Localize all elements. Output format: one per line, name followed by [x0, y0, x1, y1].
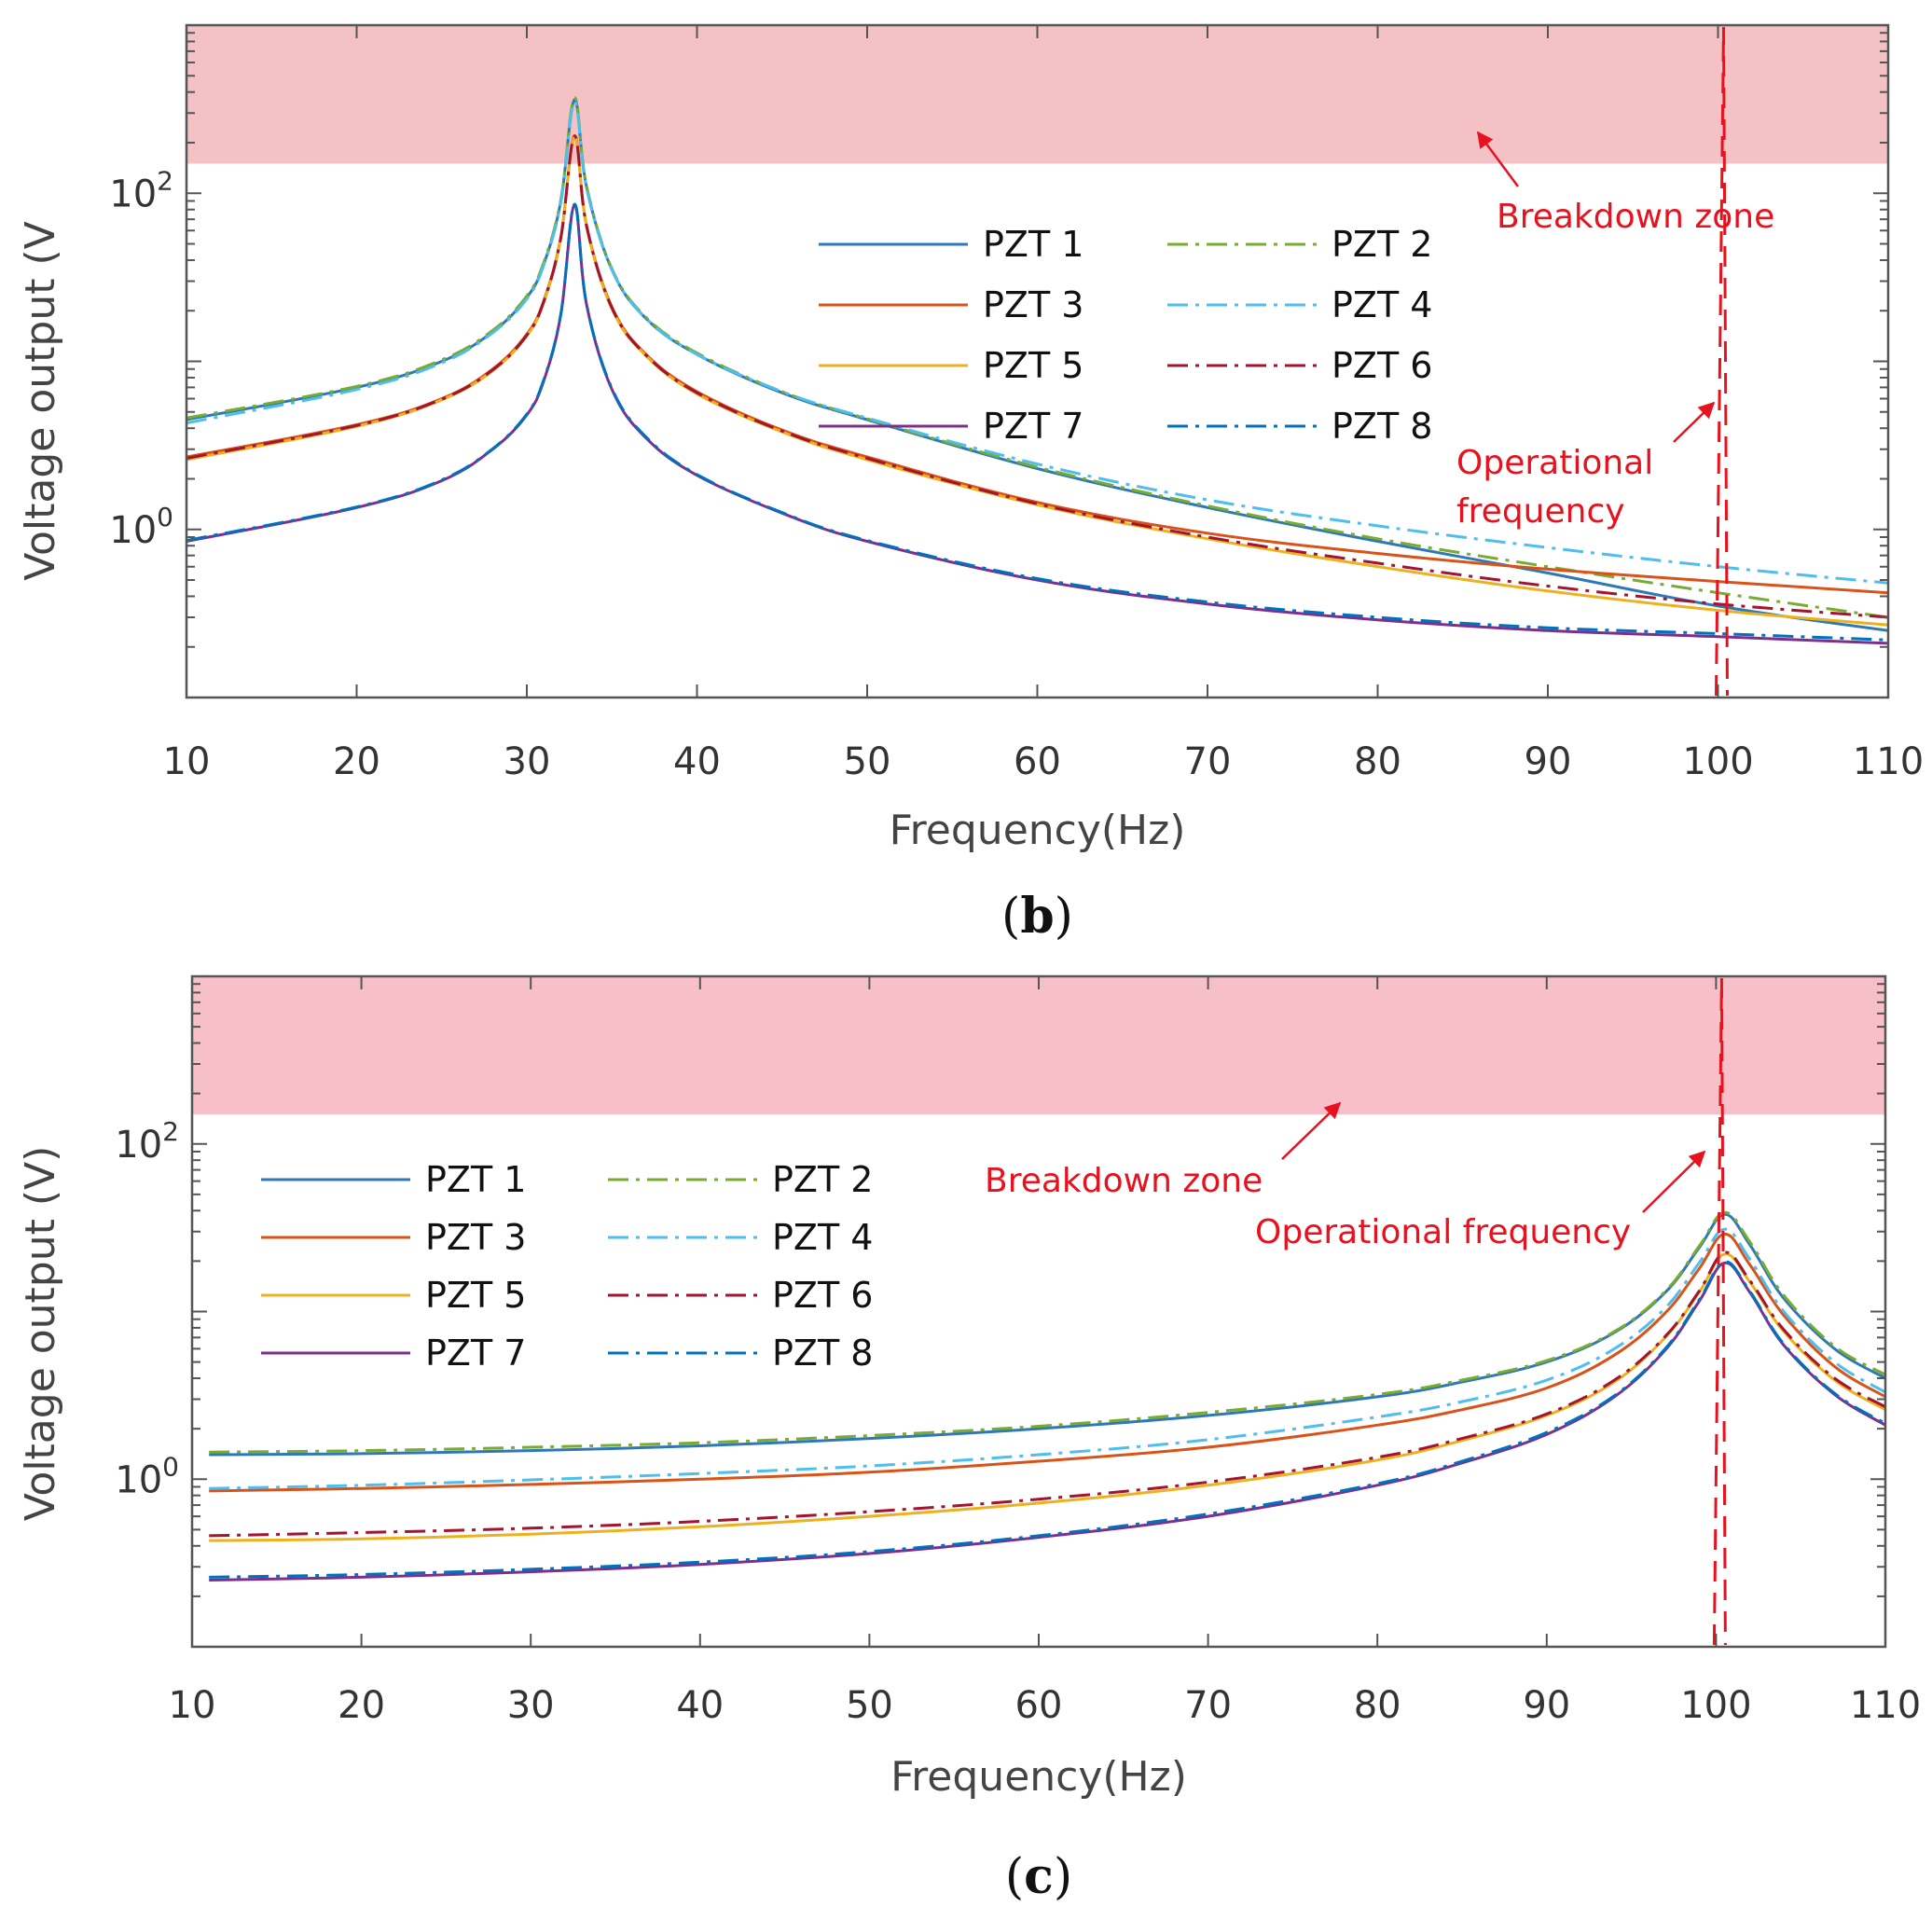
- y-axis-label: Voltage output (V: [17, 221, 64, 580]
- legend-entry-label: PZT 1: [983, 224, 1083, 265]
- legend-entry-label: PZT 4: [772, 1217, 873, 1258]
- legend-entry-label: PZT 4: [1332, 284, 1432, 325]
- x-axis-label: Frequency(Hz): [890, 1753, 1187, 1801]
- y-tick-base: 10: [109, 173, 157, 215]
- panel-label: (b): [1001, 888, 1073, 945]
- series-line-pzt-5: [186, 135, 1888, 627]
- operational-frequency-line: [1715, 26, 1729, 697]
- y-tick-label: 100: [109, 502, 173, 552]
- x-tick-label: 20: [338, 1684, 385, 1727]
- legend-entry-label: PZT 5: [983, 345, 1083, 386]
- x-tick-label: 90: [1523, 1684, 1570, 1727]
- legend-entry-label: PZT 1: [425, 1159, 526, 1200]
- operational-arrow: [1673, 401, 1716, 443]
- x-tick-label: 10: [163, 740, 211, 783]
- legend-entry-label: PZT 8: [772, 1333, 873, 1374]
- operational-arrow: [1642, 1150, 1706, 1213]
- panel-label-open: (: [1001, 889, 1020, 945]
- panel-label-close: ): [1055, 889, 1073, 945]
- panel-label-letter: b: [1020, 888, 1054, 945]
- annotation-line-1: Operational: [1456, 444, 1653, 482]
- series-line-pzt-7: [209, 1261, 1885, 1582]
- x-tick-label: 30: [504, 740, 551, 783]
- legend-entry-label: PZT 2: [772, 1159, 873, 1200]
- y-axis-label: Voltage output (V): [17, 1146, 64, 1522]
- series-line-pzt-4: [209, 1227, 1885, 1490]
- series-line-pzt-1: [209, 1212, 1885, 1457]
- y-tick-label: 100: [115, 1451, 179, 1501]
- x-tick-label: 60: [1014, 740, 1061, 783]
- annotation-operational-frequency: Operational frequency: [1255, 1213, 1631, 1251]
- y-tick-base: 10: [115, 1458, 162, 1501]
- x-tick-label: 10: [169, 1684, 216, 1727]
- annotation-breakdown-zone: Breakdown zone: [1497, 198, 1774, 236]
- x-tick-label: 110: [1853, 740, 1924, 783]
- breakdown-arrow: [1476, 131, 1520, 187]
- series-line-pzt-2: [209, 1210, 1885, 1454]
- series-line-pzt-8: [209, 1260, 1885, 1579]
- series-line-pzt-6: [186, 134, 1888, 619]
- x-tick-label: 70: [1184, 1684, 1232, 1727]
- breakdown-zone-band: [192, 976, 1885, 1115]
- x-tick-label: 20: [333, 740, 380, 783]
- annotation-line-2: frequency: [1456, 492, 1625, 531]
- plot-area: [209, 977, 1885, 1646]
- legend-entry-label: PZT 7: [983, 406, 1083, 447]
- plot-area: [186, 26, 1888, 697]
- operational-frequency-line: [1712, 977, 1727, 1646]
- y-tick-base: 10: [109, 509, 157, 552]
- x-tick-label: 60: [1015, 1684, 1063, 1727]
- x-tick-label: 100: [1680, 1684, 1751, 1727]
- x-tick-label: 30: [507, 1684, 555, 1727]
- x-tick-label: 50: [846, 1684, 893, 1727]
- legend-entry-label: PZT 8: [1332, 406, 1432, 447]
- breakdown-arrow: [1281, 1101, 1342, 1160]
- breakdown-zone-band: [186, 25, 1888, 164]
- y-tick-exponent: 2: [162, 1116, 179, 1147]
- x-tick-label: 80: [1354, 740, 1401, 783]
- y-tick-exponent: 2: [157, 165, 173, 196]
- x-tick-label: 80: [1354, 1684, 1401, 1727]
- y-tick-base: 10: [115, 1124, 162, 1167]
- annotation-operational-frequency: Operational frequency: [1456, 444, 1653, 531]
- series-line-pzt-6: [209, 1250, 1885, 1538]
- y-tick-label: 102: [115, 1116, 179, 1167]
- y-tick-exponent: 0: [157, 502, 173, 532]
- legend-entry-label: PZT 7: [425, 1333, 526, 1374]
- panel-label-letter: c: [1024, 1848, 1054, 1905]
- panel-label: (c): [1005, 1848, 1072, 1905]
- series-line-pzt-8: [186, 202, 1888, 642]
- x-tick-label: 70: [1184, 740, 1232, 783]
- legend-entry-label: PZT 6: [1332, 345, 1432, 386]
- legend-entry-label: PZT 3: [425, 1217, 526, 1258]
- x-tick-label: 40: [673, 740, 721, 783]
- legend-entry-label: PZT 5: [425, 1275, 526, 1316]
- y-tick-label: 102: [109, 165, 173, 215]
- y-tick-exponent: 0: [162, 1451, 179, 1482]
- x-tick-label: 90: [1525, 740, 1572, 783]
- x-axis-label: Frequency(Hz): [890, 807, 1186, 854]
- annotation-breakdown-zone: Breakdown zone: [985, 1162, 1263, 1200]
- x-tick-label: 40: [676, 1684, 724, 1727]
- legend-entry-label: PZT 3: [983, 284, 1083, 325]
- series-line-pzt-3: [209, 1232, 1885, 1493]
- panel-label-close: ): [1054, 1849, 1072, 1905]
- series-line-pzt-2: [186, 96, 1888, 619]
- x-tick-label: 110: [1850, 1684, 1921, 1727]
- legend-entry-label: PZT 2: [1332, 224, 1432, 265]
- legend-entry-label: PZT 6: [772, 1275, 873, 1316]
- series-line-pzt-4: [186, 100, 1888, 585]
- x-tick-label: 50: [844, 740, 891, 783]
- x-tick-label: 100: [1682, 740, 1753, 783]
- panel-label-open: (: [1005, 1849, 1024, 1905]
